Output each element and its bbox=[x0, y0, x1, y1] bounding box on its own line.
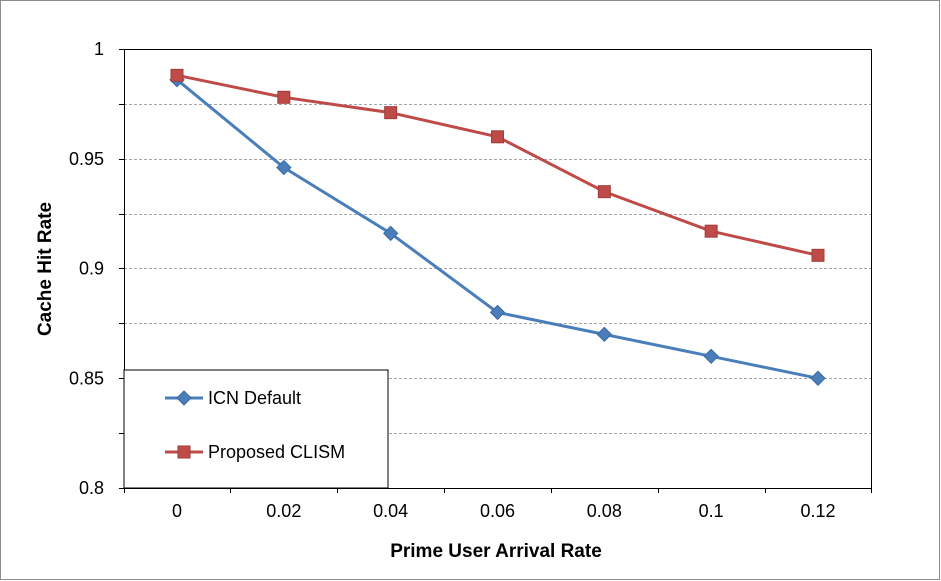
y-tick-label: 0.8 bbox=[79, 478, 104, 498]
data-point-proposed-clism bbox=[491, 130, 504, 144]
tick-labels: 0.8 0.85 0.9 0.95 1 0 0.02 0.04 0.06 0.08 0.1 0.12 bbox=[69, 39, 836, 521]
x-tick-label: 0.08 bbox=[587, 501, 622, 521]
data-point-proposed-clism bbox=[597, 185, 611, 199]
y-tick-label: 0.85 bbox=[69, 368, 104, 388]
y-tick-label: 0.9 bbox=[79, 259, 104, 279]
y-tick-label: 1 bbox=[94, 39, 104, 59]
x-tick-label: 0.12 bbox=[800, 501, 835, 521]
data-point-proposed-clism bbox=[704, 224, 718, 238]
data-point-icn-default bbox=[810, 370, 826, 386]
x-tick-label: 0.1 bbox=[699, 501, 724, 521]
x-tick-label: 0.06 bbox=[480, 501, 515, 521]
plot-area-border bbox=[124, 49, 872, 489]
y-tick-label: 0.95 bbox=[69, 149, 104, 169]
x-tick-label: 0 bbox=[172, 501, 182, 521]
x-axis-title: Prime User Arrival Rate bbox=[390, 541, 602, 562]
legend-marker-proposed-clism bbox=[177, 445, 191, 459]
axes bbox=[119, 49, 872, 493]
data-point-icn-default bbox=[382, 225, 399, 242]
legend-label-proposed-clism: Proposed CLISM bbox=[208, 442, 345, 462]
data-point-icn-default bbox=[489, 304, 506, 321]
legend: ICN Default Proposed CLISM bbox=[123, 369, 389, 489]
data-point-proposed-clism bbox=[384, 106, 398, 120]
y-axis-title: Cache Hit Rate bbox=[35, 202, 56, 336]
legend-label-icn-default: ICN Default bbox=[208, 388, 301, 408]
data-point-proposed-clism bbox=[277, 90, 291, 104]
data-point-proposed-clism bbox=[170, 68, 184, 82]
legend-box bbox=[123, 369, 389, 489]
data-point-icn-default bbox=[276, 159, 292, 176]
data-point-icn-default bbox=[703, 348, 719, 365]
data-point-icn-default bbox=[596, 326, 613, 343]
x-tick-label: 0.02 bbox=[266, 501, 301, 521]
series-lines bbox=[169, 68, 826, 386]
legend-marker-icn-default bbox=[176, 390, 192, 406]
series-line-icn-default bbox=[176, 78, 819, 380]
series-line-proposed-clism bbox=[176, 73, 819, 257]
data-point-proposed-clism bbox=[811, 248, 825, 262]
x-tick-label: 0.04 bbox=[373, 501, 408, 521]
